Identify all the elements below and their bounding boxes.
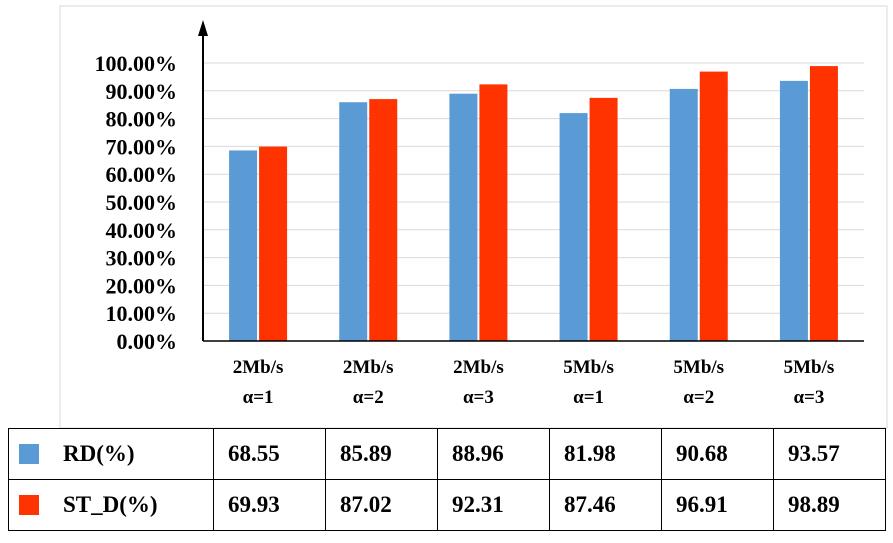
x-tick-label: α=3 xyxy=(793,387,824,408)
y-tick-label: 40.00% xyxy=(106,218,178,243)
axes xyxy=(198,20,864,342)
x-tick-label: 5Mb/s xyxy=(784,357,835,378)
gridlines xyxy=(203,62,864,314)
bar-st-d xyxy=(589,97,618,341)
table-row: RD(%) 68.55 85.89 88.96 81.98 90.68 93.57 xyxy=(8,428,886,480)
y-tick-label: 10.00% xyxy=(106,301,178,326)
table-cell: 88.96 xyxy=(437,428,550,480)
x-tick-label: α=1 xyxy=(573,387,604,408)
y-tick-label: 60.00% xyxy=(106,162,178,187)
legend-swatch-icon xyxy=(19,444,39,464)
bar-rd xyxy=(559,113,588,341)
bars xyxy=(229,66,838,342)
x-tick-label: α=3 xyxy=(463,387,494,408)
y-tick-label: 0.00% xyxy=(117,329,178,354)
table-cell: 98.89 xyxy=(773,479,886,531)
x-tick-label: α=2 xyxy=(683,387,714,408)
y-tick-label: 20.00% xyxy=(106,273,178,298)
table-cell: 92.31 xyxy=(437,479,550,531)
bar-st-d xyxy=(259,146,288,341)
table-cell: 93.57 xyxy=(773,428,886,480)
y-tick-label: 30.00% xyxy=(106,246,178,271)
bar-rd xyxy=(339,102,368,341)
y-tick-label: 70.00% xyxy=(106,134,178,159)
legend-cell: RD(%) xyxy=(8,428,214,480)
y-tick-label: 80.00% xyxy=(106,107,178,132)
x-tick-label: α=1 xyxy=(243,387,274,408)
y-tick-label: 100.00% xyxy=(95,51,178,76)
y-tick-label: 90.00% xyxy=(106,79,178,104)
table-cell: 87.02 xyxy=(325,479,438,531)
x-tick-label: 2Mb/s xyxy=(343,357,394,378)
x-tick-label: 2Mb/s xyxy=(453,357,504,378)
legend-label: ST_D(%) xyxy=(63,492,158,517)
data-table: RD(%) 68.55 85.89 88.96 81.98 90.68 93.57 ST_D(… xyxy=(8,428,886,531)
x-tick-labels: 2Mb/s α=1 2Mb/s α=2 2Mb/s α=3 5Mb/s α=1 5Mb/s α=2… xyxy=(233,357,835,408)
bar-st-d xyxy=(369,99,398,341)
bar-rd xyxy=(229,150,258,341)
legend-cell: ST_D(%) xyxy=(8,479,214,531)
table-cell: 87.46 xyxy=(549,479,662,531)
bar-rd xyxy=(449,93,478,342)
bar-st-d xyxy=(699,71,728,341)
x-tick-label: 5Mb/s xyxy=(673,357,724,378)
bar-st-d xyxy=(479,84,508,341)
table-cell: 81.98 xyxy=(549,428,662,480)
table-cell: 96.91 xyxy=(661,479,774,531)
table-cell: 90.68 xyxy=(661,428,774,480)
legend-label: RD(%) xyxy=(63,441,135,466)
x-tick-label: 2Mb/s xyxy=(233,357,284,378)
table-cell: 68.55 xyxy=(213,428,326,480)
x-tick-label: 5Mb/s xyxy=(563,357,614,378)
bar-st-d xyxy=(809,66,838,341)
table-cell: 85.89 xyxy=(325,428,438,480)
y-tick-labels: 0.00% 10.00% 20.00%30.00% 40.00% 50.00% 60.00… xyxy=(95,51,178,354)
y-tick-label: 50.00% xyxy=(106,190,178,215)
y-axis-arrow-icon xyxy=(198,20,208,36)
table-row: ST_D(%) 69.93 87.02 92.31 87.46 96.91 98.89 xyxy=(8,479,886,531)
bar-rd xyxy=(669,88,698,341)
bar-rd xyxy=(779,80,808,341)
x-tick-label: α=2 xyxy=(353,387,384,408)
table-cell: 69.93 xyxy=(213,479,326,531)
legend-swatch-icon xyxy=(19,495,39,515)
